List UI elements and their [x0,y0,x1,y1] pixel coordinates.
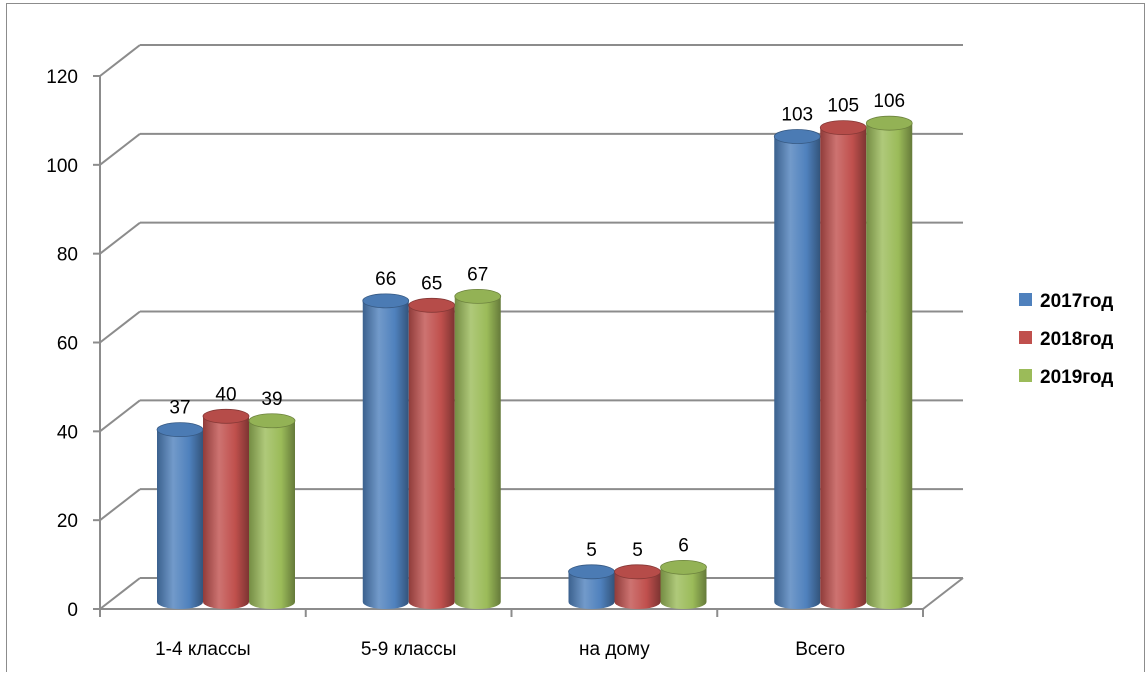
data-label: 37 [169,398,190,419]
bar [568,564,615,610]
bar-top [568,564,615,580]
bar [773,129,821,610]
bar-body [249,420,295,609]
bar [865,115,913,610]
legend-swatch [1019,369,1032,382]
y-tick-label: 20 [57,511,78,532]
legend-swatch [1019,293,1032,306]
legend-item: 2018год [1019,329,1113,350]
data-label: 39 [261,389,282,410]
y-tick-label: 60 [57,334,78,355]
bar-body [614,571,661,610]
y-tick-label: 120 [46,67,78,88]
bar-top [819,120,867,136]
data-label: 105 [827,96,859,117]
chart-frame [6,3,1145,672]
bar-top [454,289,502,304]
x-tick-label: 1-4 классы [155,639,251,660]
legend-swatch [1019,331,1032,344]
data-label: 67 [467,264,488,285]
bar [819,120,867,610]
bar [408,297,456,610]
data-label: 5 [632,540,643,561]
bar-body [820,127,867,610]
bar-body [454,296,501,610]
y-tick-label: 40 [57,422,78,443]
legend-label: 2019год [1040,367,1113,388]
bar-body [362,300,409,610]
y-tick-label: 100 [46,156,78,177]
data-label: 40 [215,384,236,405]
bar [362,293,410,610]
gridline-diagonal [99,221,141,255]
bar [660,559,707,610]
data-label: 66 [375,269,396,290]
data-label: 6 [678,535,689,556]
data-label: 106 [873,91,905,112]
gridline-diagonal [99,488,141,521]
bar-body [157,429,203,609]
bar-top [614,564,661,580]
bar-body [568,571,615,610]
floor-edge [922,577,964,610]
gridline-diagonal [99,310,141,344]
legend-item: 2017год [1019,291,1113,312]
gridline-diagonal [99,133,141,166]
legend: 2017год 2018год 2019год [1019,291,1113,388]
bar [248,413,296,609]
bar [614,564,661,610]
bar-top [660,559,707,575]
bar-top [156,422,204,438]
x-tick-label: 5-9 классы [361,639,457,660]
bar-top [773,129,821,144]
bar [454,289,502,610]
bar-body [408,305,455,610]
gridline-diagonal [99,577,141,610]
data-label: 65 [421,273,442,294]
y-axis-ticks: 0 20 40 60 80 100 120 [46,67,78,621]
bars [156,115,913,610]
bar-top [362,293,410,309]
bar-body [774,136,821,610]
bar-body [203,416,249,609]
bar [156,422,204,609]
gridline-diagonal [99,399,141,433]
bar-top [865,115,913,131]
legend-label: 2017год [1040,291,1113,312]
data-label: 5 [586,540,597,561]
bar-top [408,297,456,313]
data-labels: 37 40 39 66 65 67 5 5 6 103 105 106 [169,91,905,561]
bar-top [202,408,250,424]
bar-body [660,567,707,610]
x-axis-labels: 1-4 классы 5-9 классы на дому Всего [155,639,845,660]
bar-top [248,413,296,429]
y-tick-label: 80 [57,245,78,266]
legend-item: 2019год [1019,367,1113,388]
bar [202,408,250,609]
x-tick-label: Всего [795,639,845,660]
y-tick-label: 0 [67,600,78,621]
bar-body [866,123,913,610]
x-tick-label: на дому [579,639,650,660]
data-label: 103 [781,105,813,126]
gridline-diagonal [99,44,141,77]
legend-label: 2018год [1040,329,1113,350]
axes [93,75,924,617]
